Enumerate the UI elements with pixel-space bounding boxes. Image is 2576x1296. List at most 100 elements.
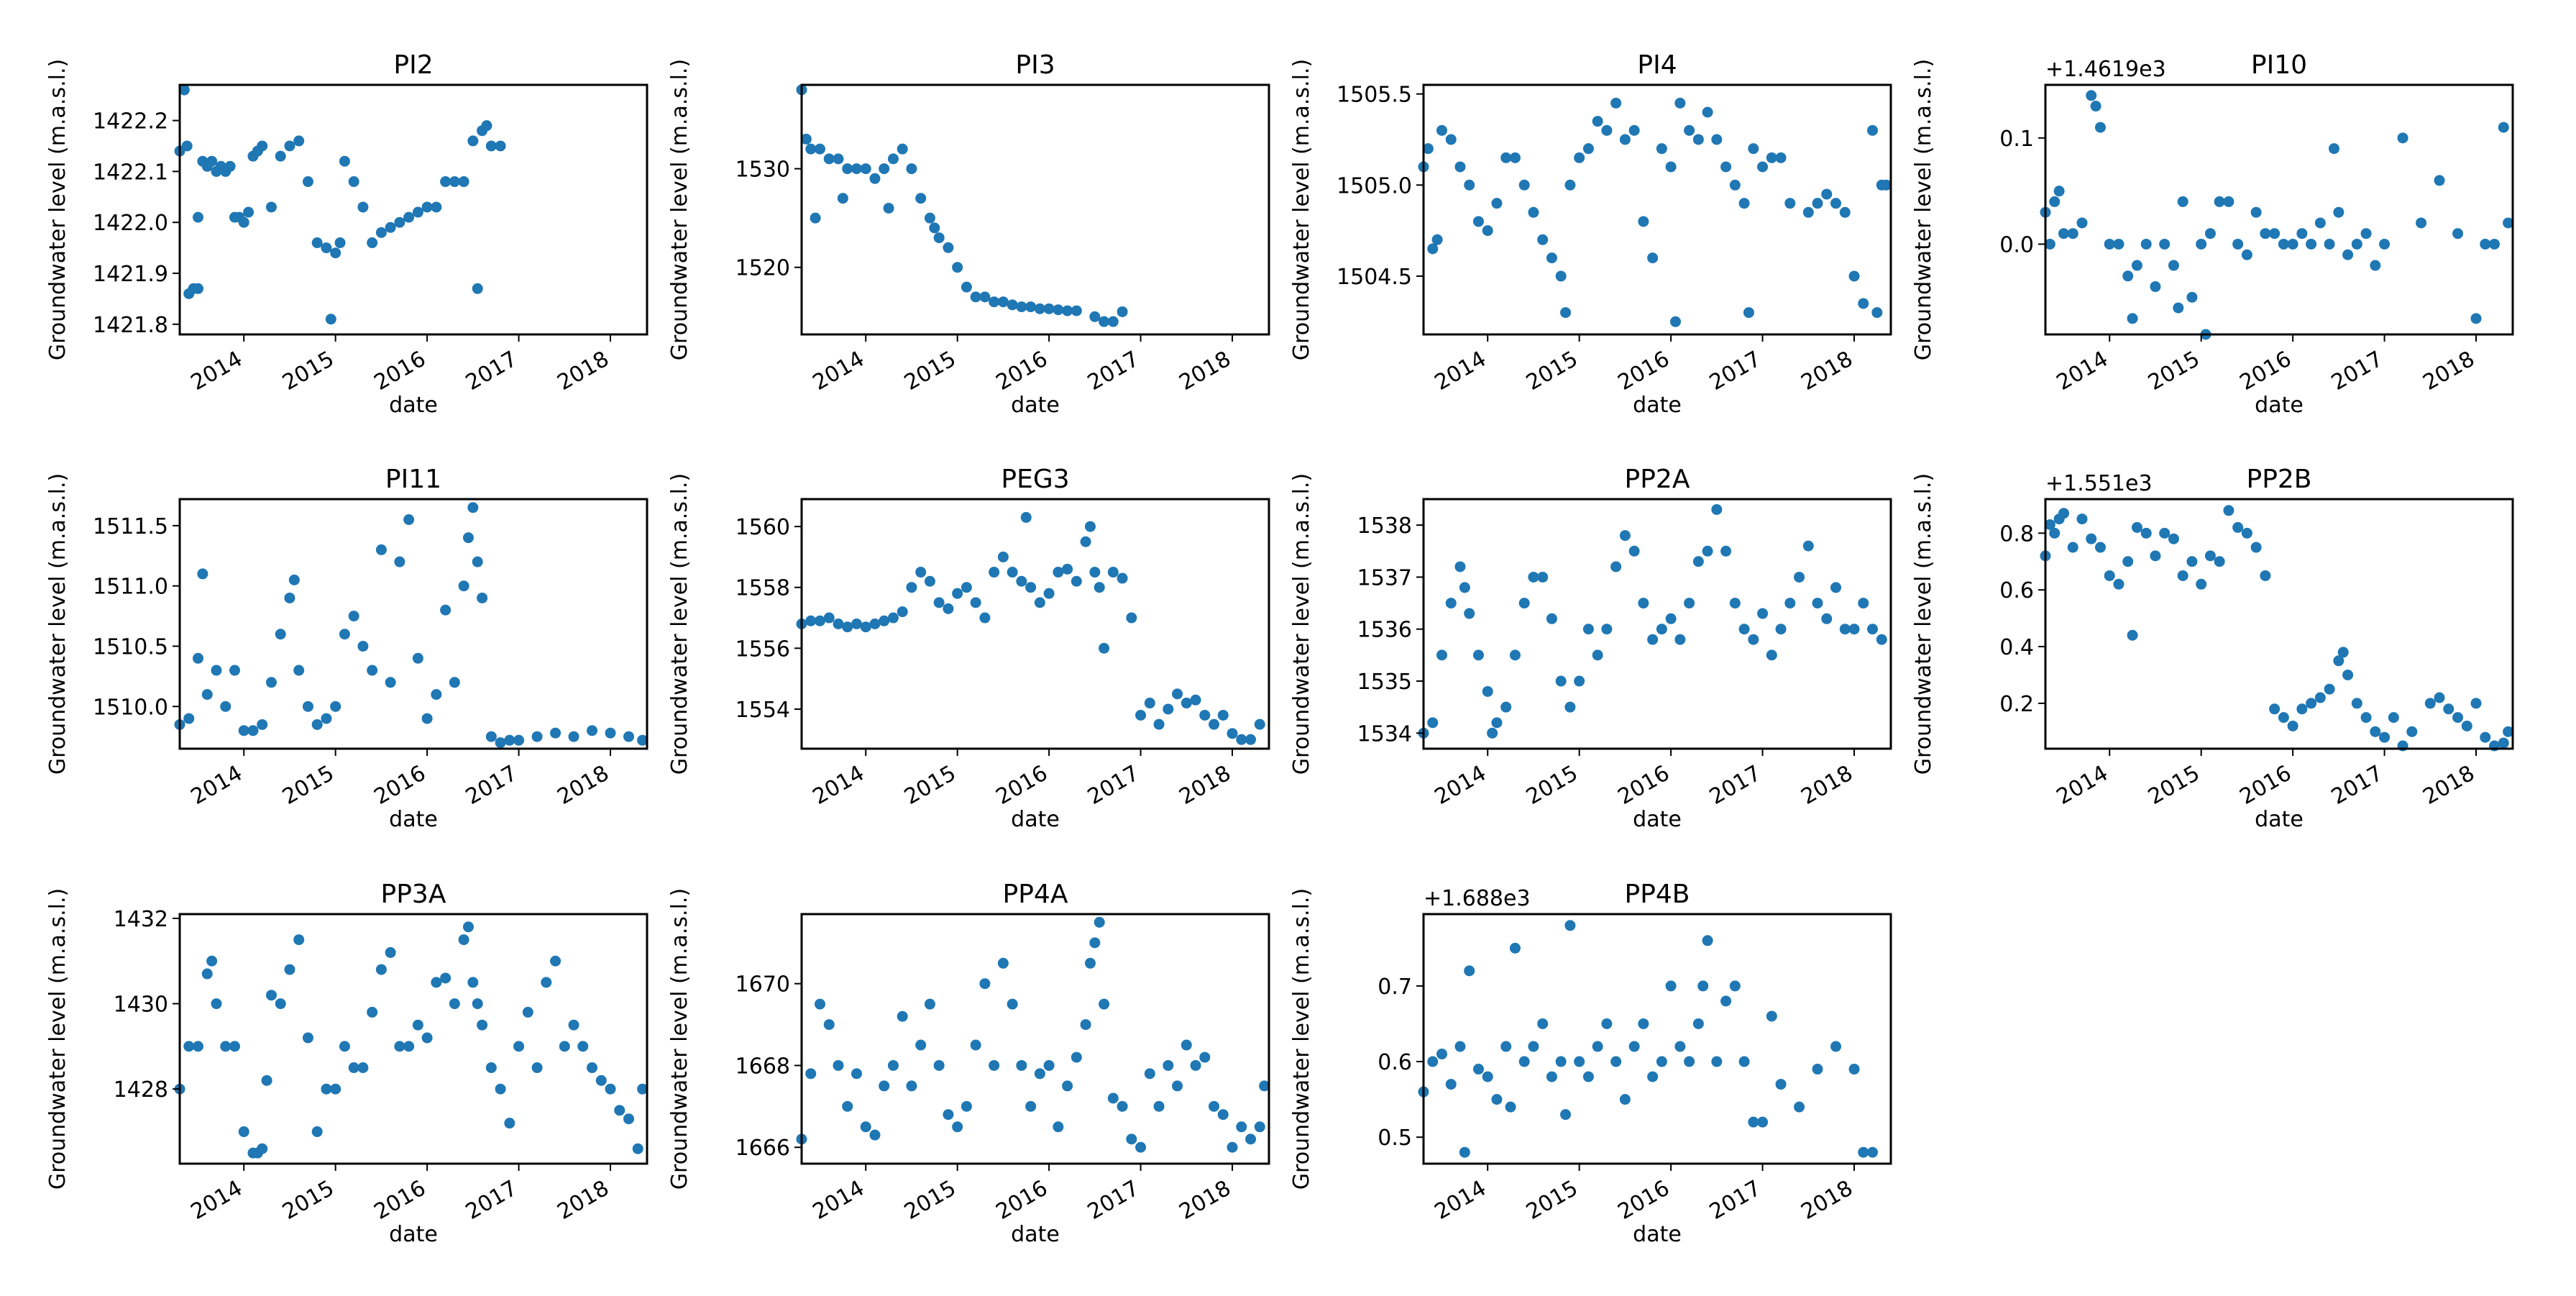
data-point [2044,238,2055,250]
data-point [238,1126,249,1138]
x-axis-label: date [389,393,438,418]
data-point [1574,675,1585,687]
data-point [1427,243,1439,255]
x-tick-label: 2015 [2144,761,2204,810]
data-point [1089,311,1101,322]
data-point [1592,116,1603,127]
data-point [2416,217,2427,229]
data-point [1564,920,1576,931]
data-point [1422,143,1434,155]
x-tick-label: 2017 [2327,347,2388,396]
data-point [943,242,954,253]
data-point [302,176,313,188]
data-point [504,734,515,746]
data-point [1190,694,1201,706]
data-point [1881,179,1892,191]
y-tick-label: 1422.2 [93,109,168,134]
data-point [1669,316,1681,327]
data-point [2168,260,2179,271]
data-point [1574,152,1585,163]
data-point [997,551,1009,562]
y-tick-label: 1666 [735,1136,790,1161]
data-point [814,143,825,155]
data-point [587,1062,598,1074]
data-point [284,964,295,975]
subplot-title: PI2 [393,50,433,80]
data-point [1181,698,1192,709]
y-axis-label: Groundwater level (m.a.s.l.) [45,473,70,775]
x-tick-label: 2018 [2419,347,2479,396]
y-tick-label: 0.2 [1999,692,2034,717]
data-point [1812,198,1823,209]
data-point [1487,727,1498,739]
y-tick-label: 1534 [1357,721,1412,747]
x-tick-label: 2014 [1431,1176,1491,1225]
data-point [467,977,479,988]
y-axis-label: Groundwater level (m.a.s.l.) [1911,59,1936,360]
data-point [924,998,935,1010]
data-point [431,689,442,701]
axes-frame [2044,498,2514,750]
x-tick-label: 2018 [553,1176,613,1225]
data-point [1099,316,1110,327]
data-point [1692,556,1704,567]
data-point [462,532,474,544]
x-tick-label: 2015 [1522,1176,1582,1225]
data-point [1209,1100,1220,1112]
data-point [833,153,844,165]
data-point [1702,106,1713,118]
subplot-title: PP4B [1624,880,1690,909]
data-point [550,955,562,967]
data-points [2040,90,2514,340]
subplot-peg3: PEG3 2014 2015 2016 2017 2018 1554 1556 1558 1560… [667,465,1270,832]
data-point [897,606,908,618]
data-point [837,193,848,204]
data-point [2204,228,2216,239]
data-point [462,921,474,933]
data-point [637,734,648,746]
data-point [2186,291,2198,303]
data-point [1812,1064,1823,1075]
data-point [1445,598,1457,609]
data-point [1711,503,1723,515]
data-point [477,1019,488,1031]
data-point [1775,1079,1787,1090]
y-tick-label: 1505.0 [1337,173,1412,198]
data-point [1454,161,1466,173]
subplot-pi3: PI3 2014 2015 2016 2017 2018 1520 1530 date Groun… [667,50,1270,418]
data-point [869,619,881,629]
data-point [385,677,396,688]
data-point [1546,613,1557,624]
data-point [2296,228,2308,239]
data-point [979,978,991,990]
data-point [2470,313,2482,324]
y-tick-label: 1560 [735,515,790,540]
data-point [330,701,342,712]
data-point [2044,519,2055,530]
data-point [2173,302,2184,314]
data-point [1720,161,1732,173]
data-point [394,556,405,567]
data-point [1445,1079,1457,1090]
data-point [1692,1018,1704,1029]
data-point [265,677,277,688]
data-point [1582,143,1594,155]
data-point [623,1113,635,1125]
data-point [2480,238,2491,250]
data-point [2127,629,2138,641]
data-point [823,153,835,165]
data-point [1638,598,1649,609]
data-point [1053,567,1064,578]
data-point [568,731,579,742]
data-point [321,713,332,724]
axes-frame [1422,913,1892,1165]
data-point [1656,1056,1667,1067]
data-point [1518,179,1530,191]
data-point [2140,527,2152,539]
data-point [1094,582,1105,593]
data-point [261,1074,272,1086]
data-point [1254,1121,1265,1133]
data-point [1665,161,1677,173]
data-point [201,689,213,701]
subplot-pi2: PI2 2014 2015 2016 2017 2018 1421.8 1421.9 1422.… [45,50,648,418]
